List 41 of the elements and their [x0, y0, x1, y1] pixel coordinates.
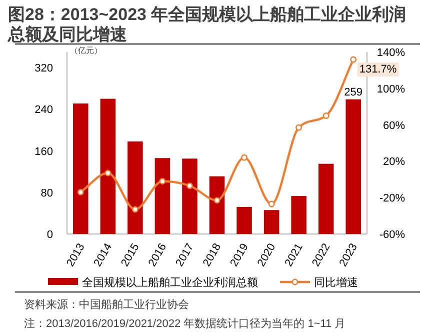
legend-label: 同比增速 [314, 276, 358, 289]
bar [291, 196, 306, 234]
y-tick-label: 240 [34, 104, 53, 116]
point [296, 124, 302, 131]
point [350, 56, 357, 63]
bar [264, 210, 280, 234]
point [104, 170, 112, 176]
y-tick-label: 320 [34, 62, 53, 75]
y-tick-label: 160 [34, 146, 53, 158]
point [159, 178, 166, 184]
chart-title: 图28：2013~2023 年全国规模以上船舶工业企业利润总额及同比增速 [7, 5, 406, 44]
y2-tick-label: -60% [379, 229, 406, 241]
data-label: 131.7% [359, 64, 397, 76]
point [214, 197, 220, 204]
bar [128, 141, 143, 234]
bar [73, 103, 88, 234]
bar [318, 164, 334, 234]
y2-tick-label: 20% [382, 156, 406, 168]
bar [182, 158, 198, 234]
legend-label: 全国规模以上船舶工业企业利润总额 [82, 276, 258, 289]
text: 注：2013/2016/2019/2021/2022 年数据统计口径为当年的 1~11 月 [24, 317, 346, 330]
text: 资料来源：中国船舶工业行业协会 [24, 298, 189, 311]
y-axis-title: （亿元） [70, 46, 102, 55]
point [77, 188, 84, 196]
point [268, 200, 275, 208]
point [186, 182, 193, 190]
y-tick-label: 80 [40, 187, 53, 200]
y2-tick-label: -20% [379, 192, 406, 205]
point [241, 154, 248, 161]
bar [209, 176, 225, 234]
y2-tick-label: 100% [376, 83, 406, 96]
bar [154, 158, 170, 234]
y-tick-label: 0 [46, 229, 53, 241]
bar [346, 99, 361, 234]
point [322, 112, 330, 119]
y2-tick-label: 60% [382, 120, 406, 132]
point [132, 206, 138, 213]
y2-tick-label: 140% [376, 47, 406, 59]
bar [100, 98, 116, 234]
bar [236, 206, 252, 234]
data-label: 259 [344, 86, 363, 98]
